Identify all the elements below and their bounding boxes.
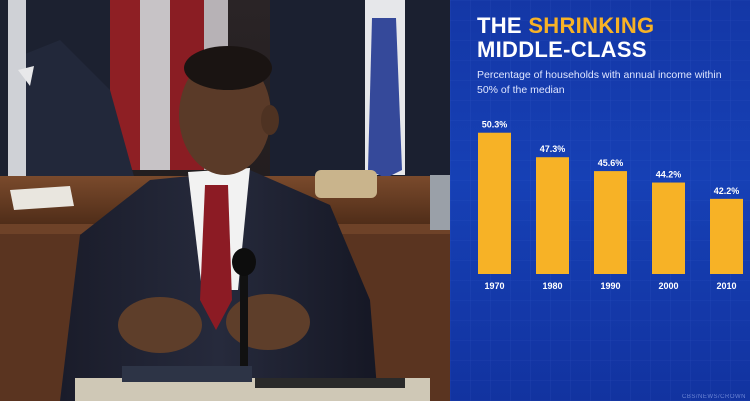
chart-title: THE SHRINKING MIDDLE-CLASS <box>477 14 654 62</box>
value-label-1980: 47.3% <box>540 144 566 154</box>
title-part1: THE <box>477 13 529 38</box>
value-label-1990: 45.6% <box>598 158 624 168</box>
title-line2: MIDDLE-CLASS <box>477 37 647 62</box>
title-highlight: SHRINKING <box>528 13 655 38</box>
value-label-1970: 50.3% <box>482 120 508 130</box>
infographic-panel: THE SHRINKING MIDDLE-CLASS Percentage of… <box>450 0 750 401</box>
bar-2010 <box>710 198 743 274</box>
x-tick-1980: 1980 <box>542 281 562 291</box>
speaker-at-podium-illustration <box>0 0 450 401</box>
bar-2000 <box>652 182 685 274</box>
bar-1990 <box>594 171 627 274</box>
value-label-2000: 44.2% <box>656 170 682 180</box>
speaker-photo <box>0 0 450 401</box>
value-label-2010: 42.2% <box>714 186 740 196</box>
bar-chart: 50.3% 1970 47.3% 1980 45.6% 1990 44.2% 2000 42.2… <box>478 120 743 291</box>
x-tick-1970: 1970 <box>484 281 504 291</box>
network-watermark: CBS/NEWS/CROWN <box>682 394 746 400</box>
bar-1980 <box>536 157 569 274</box>
x-tick-2000: 2000 <box>658 281 678 291</box>
x-tick-1990: 1990 <box>600 281 620 291</box>
bar-1970 <box>478 132 511 274</box>
x-tick-2010: 2010 <box>716 281 736 291</box>
chart-subtitle: Percentage of households with annual inc… <box>477 69 722 96</box>
